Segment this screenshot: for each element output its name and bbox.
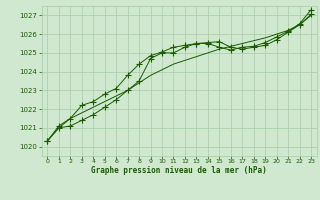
X-axis label: Graphe pression niveau de la mer (hPa): Graphe pression niveau de la mer (hPa): [91, 166, 267, 175]
